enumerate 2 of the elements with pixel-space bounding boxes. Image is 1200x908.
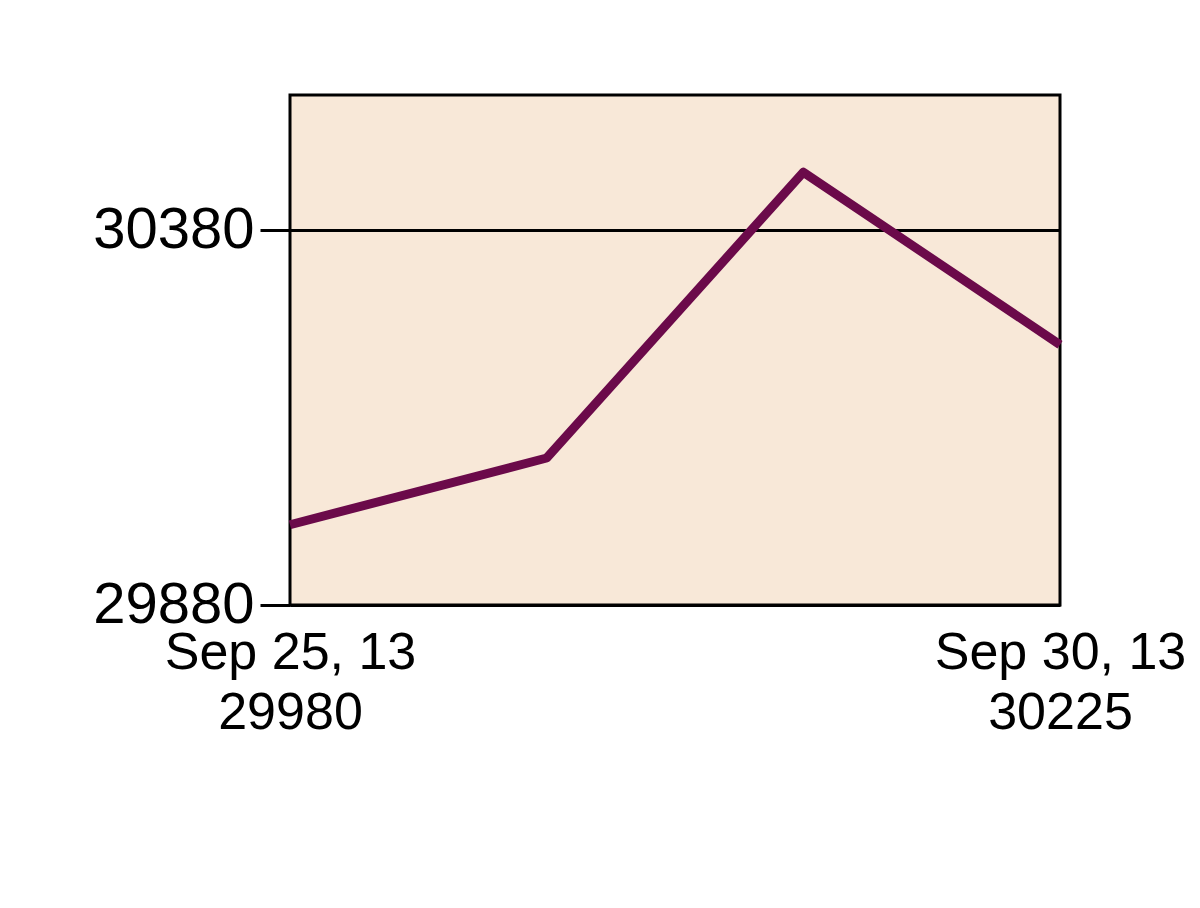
x-tick-label: Sep 30, 13 30225 bbox=[934, 621, 1187, 740]
y-tick-label: 30380 bbox=[93, 194, 255, 260]
